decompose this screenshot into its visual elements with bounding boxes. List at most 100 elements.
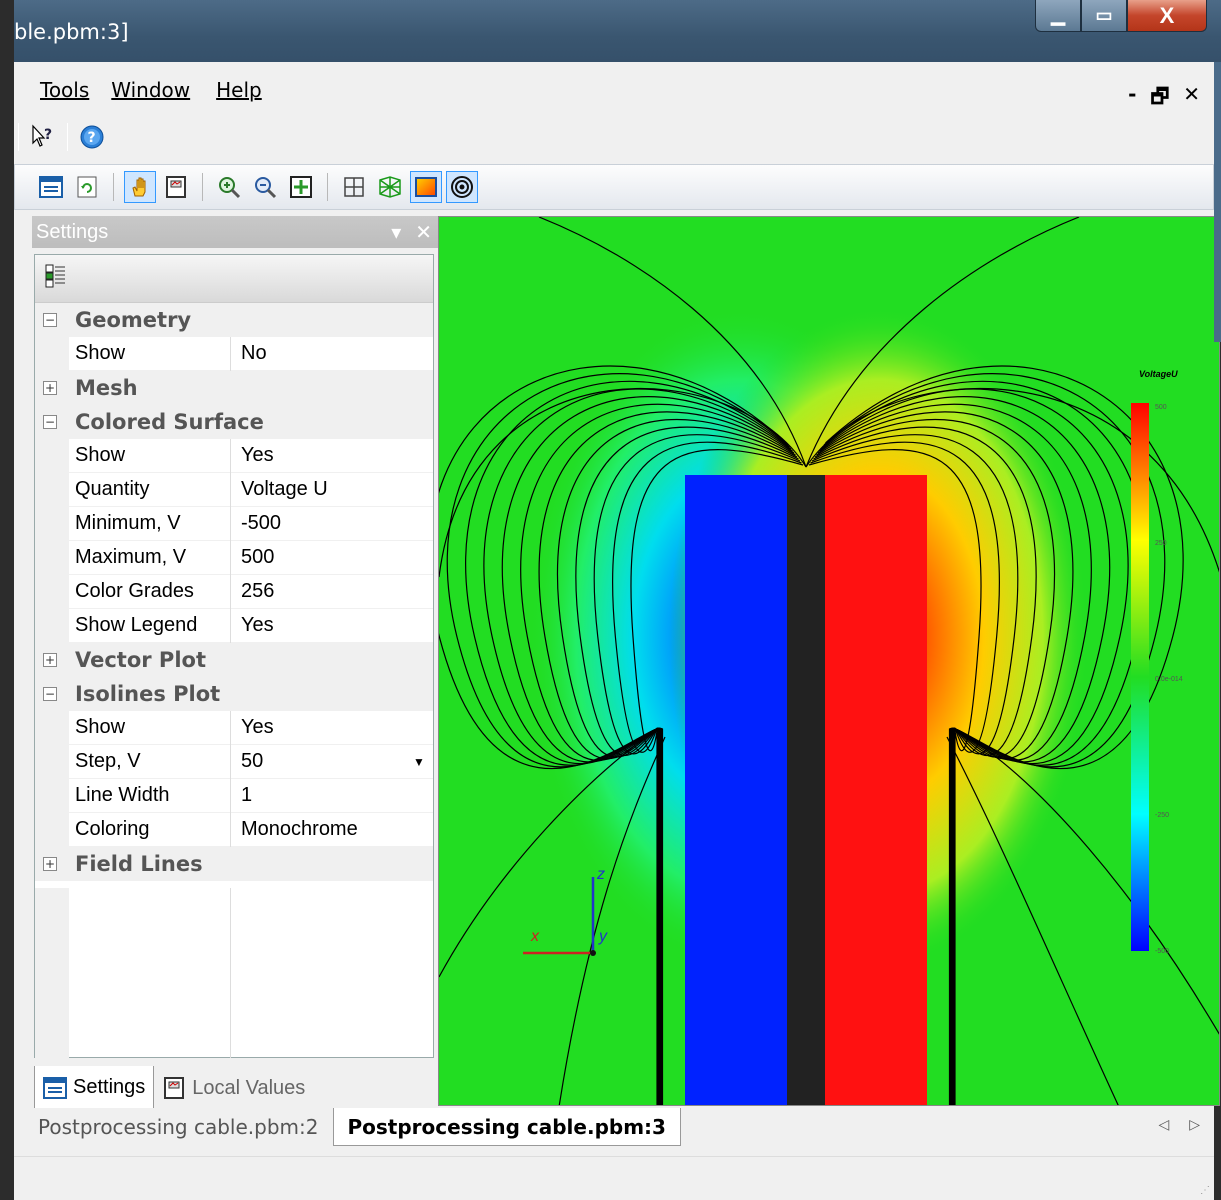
geometry-icon[interactable] [338,171,370,203]
whats-this-icon[interactable]: ? [29,123,57,151]
insulator [787,475,825,1105]
property-label: Coloring [35,812,231,847]
property-category[interactable]: + Field Lines [35,847,433,881]
mesh-icon[interactable] [374,171,406,203]
tab-postprocessing-2[interactable]: Postprocessing cable.pbm:2 [38,1115,319,1139]
property-value-text: No [241,342,267,364]
property-row[interactable]: Step, V 50 ▼ [35,744,433,779]
property-value[interactable]: 500 [231,546,433,569]
help-icon[interactable]: ? [78,123,106,151]
property-grid-toolbar [35,255,433,303]
isolines-icon[interactable] [446,171,478,203]
mdi-restore-button[interactable]: 🗗 [1150,84,1170,108]
tab-settings[interactable]: Settings [34,1066,155,1110]
minimize-button[interactable]: ▁ [1035,0,1081,32]
property-category[interactable]: − Colored Surface [35,405,433,439]
colored-surface-icon[interactable] [410,171,442,203]
property-row[interactable]: Show No [35,336,433,371]
property-value[interactable]: -500 [231,512,433,535]
property-category[interactable]: − Isolines Plot [35,677,433,711]
legend-tick: 250 [1155,540,1167,547]
mdi-minimize-button[interactable]: - [1128,82,1137,106]
property-value-text: Yes [241,716,274,738]
property-value[interactable]: 50 ▼ [231,747,433,777]
isoline [820,388,1129,1105]
tab-next-button[interactable]: ▷ [1189,1116,1200,1132]
mdi-close-button[interactable]: ✕ [1183,82,1200,106]
property-category[interactable]: − Geometry [35,303,433,337]
field-view-canvas[interactable]: VoltageU 500 250 0.0e-014 -250 -500 x y … [438,216,1220,1106]
menu-tools[interactable]: Tools [40,78,90,102]
property-category-label: Isolines Plot [75,681,221,706]
property-value-text: Monochrome [241,818,358,840]
collapse-icon[interactable]: − [43,414,57,429]
property-category[interactable]: + Vector Plot [35,643,433,677]
property-value[interactable]: Voltage U [231,478,433,501]
z-axis-label: z [596,866,605,883]
property-value[interactable]: No [231,342,433,365]
property-value[interactable]: Monochrome [231,818,433,841]
expand-icon[interactable]: + [43,652,57,667]
categorized-icon[interactable] [45,264,67,293]
property-value-text: 256 [241,580,275,602]
resize-grip-icon[interactable]: ⋰ [1200,1185,1210,1196]
property-row[interactable]: Coloring Monochrome [35,812,433,847]
isoline [825,365,1184,1105]
collapse-icon[interactable]: − [43,312,57,327]
mdi-controls: - 🗗 ✕ [1128,82,1200,116]
isoline [465,380,790,1105]
dropdown-arrow-icon[interactable]: ▼ [413,754,425,769]
property-label: Show [35,710,231,745]
local-values-icon[interactable] [160,171,192,203]
property-value[interactable]: Yes [231,444,433,467]
legend-title: VoltageU [1139,369,1178,379]
tab-prev-button[interactable]: ◁ [1158,1116,1170,1132]
pan-hand-icon[interactable] [124,171,156,203]
settings-window-icon[interactable] [35,171,67,203]
panel-close-icon[interactable]: ✕ [415,221,432,244]
expand-icon[interactable]: + [43,380,57,395]
isoline [439,387,807,578]
menu-window[interactable]: Window [111,78,191,102]
property-row[interactable]: Minimum, V -500 [35,506,433,541]
isoline [612,441,802,1105]
property-value[interactable]: Yes [231,614,433,637]
property-row[interactable]: Maximum, V 500 [35,540,433,575]
tab-local-values-label: Local Values [192,1076,306,1099]
collapse-icon[interactable]: − [43,686,57,701]
property-row[interactable]: Show Legend Yes [35,608,433,643]
zoom-in-icon[interactable] [213,171,245,203]
zoom-out-icon[interactable] [249,171,281,203]
property-row[interactable]: Quantity Voltage U [35,472,433,507]
property-label: Quantity [35,472,231,507]
property-grid-empty [35,888,435,1058]
property-value[interactable]: 1 [231,784,433,807]
maximize-button[interactable]: ▭ [1081,0,1127,32]
refresh-icon[interactable] [71,171,103,203]
expand-icon[interactable]: + [43,856,57,871]
tab-local-values[interactable]: Local Values [154,1066,313,1110]
isoline [808,449,982,1105]
settings-panel: Settings ▾ ✕ − Geometry Show No + Mesh − Colore… [32,216,442,1114]
property-value[interactable]: Yes [231,716,433,739]
tab-postprocessing-3[interactable]: Postprocessing cable.pbm:3 [332,1108,681,1146]
property-category[interactable]: + Mesh [35,371,433,405]
property-row[interactable]: Show Yes [35,710,433,745]
property-value[interactable]: 256 [231,580,433,603]
color-legend: VoltageU 500 250 0.0e-014 -250 -500 [1131,369,1183,955]
settings-panel-title: Settings [36,220,109,243]
property-row[interactable]: Show Yes [35,438,433,473]
isoline [813,426,1037,1105]
close-button[interactable]: X [1127,0,1207,32]
x-axis-label: x [530,928,540,945]
property-row[interactable]: Color Grades 256 [35,574,433,609]
legend-tick: 0.0e-014 [1155,676,1183,683]
panel-pin-icon[interactable]: ▾ [391,221,402,244]
zoom-fit-icon[interactable] [285,171,317,203]
property-value-text: 50 [241,750,264,772]
toolbar-separator [67,123,68,151]
menu-help[interactable]: Help [216,78,262,102]
isoline [816,411,1074,1105]
window-controls: ▁ ▭ X [1035,0,1207,32]
property-row[interactable]: Line Width 1 [35,778,433,813]
